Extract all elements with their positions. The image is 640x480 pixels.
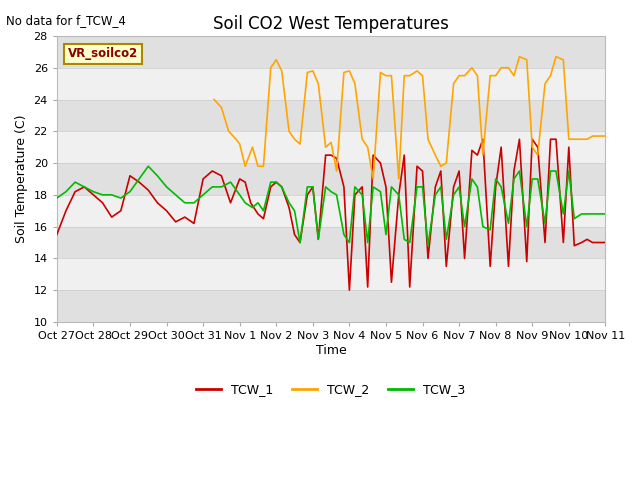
Bar [57, 195, 605, 227]
Title: Soil CO2 West Temperatures: Soil CO2 West Temperatures [213, 15, 449, 33]
Legend: TCW_1, TCW_2, TCW_3: TCW_1, TCW_2, TCW_3 [191, 379, 471, 402]
Bar [57, 36, 605, 68]
Bar [57, 163, 605, 195]
Bar [57, 227, 605, 258]
Bar [57, 68, 605, 99]
Bar [57, 99, 605, 132]
Bar [57, 290, 605, 322]
Y-axis label: Soil Temperature (C): Soil Temperature (C) [15, 115, 28, 243]
Text: VR_soilco2: VR_soilco2 [68, 48, 138, 60]
Bar [57, 258, 605, 290]
Bar [57, 132, 605, 163]
Text: No data for f_TCW_4: No data for f_TCW_4 [6, 14, 126, 27]
X-axis label: Time: Time [316, 344, 346, 357]
